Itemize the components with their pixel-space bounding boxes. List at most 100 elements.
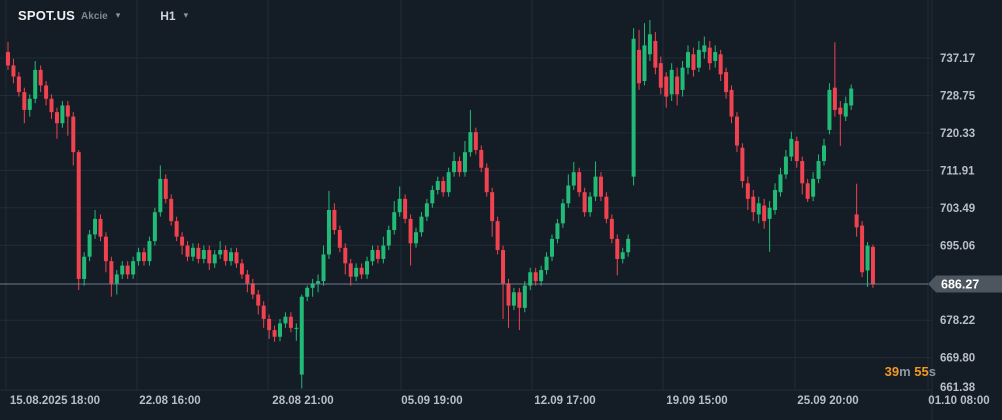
candle-down[interactable] (76, 152, 81, 279)
candle-down[interactable] (490, 192, 495, 222)
candle-up[interactable] (321, 254, 326, 282)
candle-down[interactable] (343, 247, 348, 264)
candle-down[interactable] (16, 76, 21, 93)
candle-up[interactable] (626, 238, 631, 253)
symbol-dropdown-caret-icon[interactable]: ▾ (115, 10, 121, 20)
candle-up[interactable] (669, 69, 674, 95)
candle-up[interactable] (370, 250, 375, 262)
candle-down[interactable] (734, 116, 739, 146)
candle-down[interactable] (375, 250, 380, 259)
candle-up[interactable] (620, 252, 625, 259)
price-axis[interactable]: 737.17 728.75 720.33 711.91 703.49 695.06 678.… (940, 53, 976, 394)
candle-up[interactable] (316, 281, 321, 284)
candle-down[interactable] (180, 236, 185, 246)
candle-up[interactable] (430, 189, 435, 204)
candle-down[interactable] (740, 147, 745, 182)
candle-down[interactable] (256, 294, 261, 306)
candle-up[interactable] (816, 161, 821, 179)
candle-down[interactable] (38, 69, 43, 86)
candle-down[interactable] (207, 250, 212, 264)
candle-up[interactable] (783, 156, 788, 175)
candle-up[interactable] (452, 161, 457, 173)
candle-up[interactable] (283, 316, 288, 324)
candle-down[interactable] (6, 52, 10, 66)
candle-up[interactable] (522, 285, 527, 308)
candle-down[interactable] (598, 176, 603, 197)
candle-up[interactable] (539, 270, 544, 282)
candle-up[interactable] (82, 256, 87, 279)
candle-up[interactable] (544, 256, 549, 271)
candle-down[interactable] (577, 172, 582, 193)
candle-up[interactable] (201, 250, 206, 259)
candle-up[interactable] (555, 223, 560, 239)
candle-up[interactable] (773, 189, 778, 210)
candle-up[interactable] (631, 38, 636, 177)
candle-up[interactable] (424, 203, 429, 217)
candle-up[interactable] (588, 196, 593, 213)
candle-down[interactable] (11, 65, 16, 77)
candle-down[interactable] (185, 245, 190, 257)
candle-up[interactable] (789, 138, 794, 157)
candle-down[interactable] (854, 214, 859, 228)
candle-down[interactable] (691, 54, 696, 70)
candle-down[interactable] (745, 183, 750, 199)
candle-up[interactable] (822, 145, 826, 162)
candle-up[interactable] (158, 178, 163, 213)
candle-down[interactable] (163, 178, 168, 199)
candle-up[interactable] (702, 45, 707, 53)
candle-down[interactable] (533, 272, 538, 282)
candle-up[interactable] (419, 216, 424, 233)
candle-up[interactable] (435, 181, 440, 190)
candle-up[interactable] (294, 327, 299, 329)
candle-up[interactable] (713, 52, 718, 61)
candle-up[interactable] (381, 245, 386, 259)
timeframe-selector[interactable]: H1 (160, 8, 176, 23)
candle-up[interactable] (27, 98, 32, 110)
candle-down[interactable] (196, 247, 201, 259)
candle-down[interactable] (653, 40, 658, 68)
candle-up[interactable] (397, 198, 402, 213)
candle-up[interactable] (305, 287, 310, 297)
candle-up[interactable] (550, 238, 554, 257)
candle-up[interactable] (446, 172, 451, 193)
candle-down[interactable] (501, 250, 506, 284)
candle-down[interactable] (860, 225, 865, 273)
candle-up[interactable] (528, 272, 533, 286)
candle-down[interactable] (98, 218, 103, 237)
candle-up[interactable] (114, 274, 119, 284)
candle-down[interactable] (495, 221, 500, 251)
candle-up[interactable] (386, 230, 391, 246)
candle-down[interactable] (658, 63, 663, 88)
candle-down[interactable] (473, 132, 478, 150)
candle-down[interactable] (142, 252, 146, 262)
candle-up[interactable] (511, 292, 516, 306)
candle-down[interactable] (838, 107, 843, 115)
candle-down[interactable] (239, 263, 244, 275)
candle-down[interactable] (609, 218, 614, 239)
candle-down[interactable] (49, 98, 54, 113)
candle-up[interactable] (462, 152, 467, 173)
candle-up[interactable] (33, 69, 38, 99)
candle-up[interactable] (767, 207, 772, 219)
candle-down[interactable] (582, 192, 587, 213)
candle-up[interactable] (778, 174, 783, 193)
candle-down[interactable] (174, 221, 179, 237)
candle-up[interactable] (278, 323, 282, 337)
candle-down[interactable] (484, 167, 489, 193)
candle-down[interactable] (457, 161, 462, 173)
candle-up[interactable] (93, 218, 98, 235)
candle-down[interactable] (805, 183, 810, 199)
candle-down[interactable] (637, 49, 642, 84)
candle-up[interactable] (827, 89, 832, 130)
candle-up[interactable] (642, 45, 647, 81)
candle-down[interactable] (22, 92, 27, 110)
candle-down[interactable] (223, 250, 228, 262)
candle-down[interactable] (65, 105, 70, 117)
candle-down[interactable] (604, 196, 609, 219)
candle-up[interactable] (60, 105, 65, 124)
candle-up[interactable] (326, 209, 331, 255)
candle-down[interactable] (109, 261, 114, 284)
candle-up[interactable] (560, 203, 565, 224)
candle-down[interactable] (288, 316, 293, 328)
